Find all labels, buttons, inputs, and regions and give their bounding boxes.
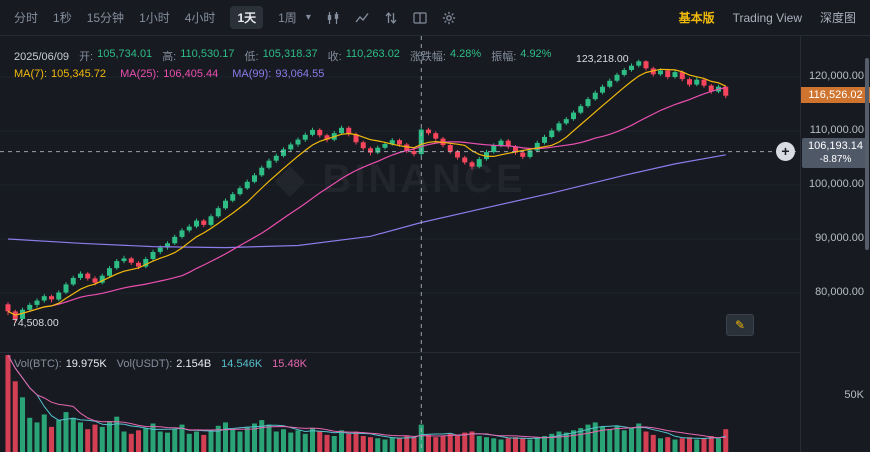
interval-tab-1h[interactable]: 1小时: [139, 11, 170, 25]
price-axis-label: 120,000.00: [808, 70, 864, 82]
price-axis-label: 90,000.00: [815, 232, 864, 244]
compare-arrows-icon[interactable]: [384, 11, 398, 25]
scrollbar[interactable]: [865, 58, 869, 250]
binance-watermark: ◆ BINANCE: [0, 156, 800, 202]
tab-basic-version[interactable]: 基本版: [678, 11, 715, 25]
interval-toolbar: 分时 1秒 15分钟 1小时 4小时 1天 1周 ▾: [14, 6, 456, 29]
chart-mode-tabs: 基本版 Trading View 深度图: [679, 9, 856, 26]
interval-tab-1w[interactable]: 1周: [278, 11, 297, 25]
interval-tab-timeshare[interactable]: 分时: [14, 11, 39, 25]
watermark-text: BINANCE: [322, 157, 526, 201]
chevron-down-icon[interactable]: ▾: [305, 12, 311, 23]
settings-gear-icon[interactable]: [442, 11, 456, 25]
crosshair-price-value: 106,193.14: [807, 139, 864, 152]
binance-logo-icon: ◆: [274, 157, 323, 201]
tab-depth-chart[interactable]: 深度图: [819, 11, 856, 25]
multi-chart-layout-icon[interactable]: [413, 11, 427, 25]
indicators-icon[interactable]: [355, 11, 369, 25]
interval-tab-1d[interactable]: 1天: [230, 6, 264, 29]
interval-tab-15m[interactable]: 15分钟: [86, 11, 125, 25]
draw-tool-button[interactable]: ✎: [726, 314, 754, 336]
tab-tradingview[interactable]: Trading View: [732, 10, 802, 25]
chart-toolbar: 分时 1秒 15分钟 1小时 4小时 1天 1周 ▾: [0, 0, 870, 36]
price-axis[interactable]: 116,526.02 106,193.14 -8.87% 50K 120,000…: [800, 36, 870, 452]
crosshair-add-order-button[interactable]: +: [776, 142, 795, 161]
crosshair-price-badge: 106,193.14 -8.87%: [802, 137, 869, 168]
interval-tab-1s[interactable]: 1秒: [53, 11, 72, 25]
volume-axis-label: 50K: [844, 389, 864, 401]
pencil-icon: ✎: [734, 318, 746, 332]
price-axis-label: 100,000.00: [808, 178, 864, 190]
candlestick-chart[interactable]: [0, 36, 800, 452]
price-axis-label: 80,000.00: [815, 286, 864, 298]
price-axis-label: 110,000.00: [809, 124, 864, 136]
interval-tab-4h[interactable]: 4小时: [184, 11, 216, 25]
candlestick-style-icon[interactable]: [326, 11, 340, 25]
pane-divider[interactable]: [0, 352, 800, 353]
crosshair-change-value: -8.87%: [819, 153, 852, 165]
current-price-badge[interactable]: 116,526.02: [801, 87, 870, 104]
chart-region: ◆ BINANCE 2025/06/09 开: 105,734.01 高: 110,…: [0, 36, 870, 452]
